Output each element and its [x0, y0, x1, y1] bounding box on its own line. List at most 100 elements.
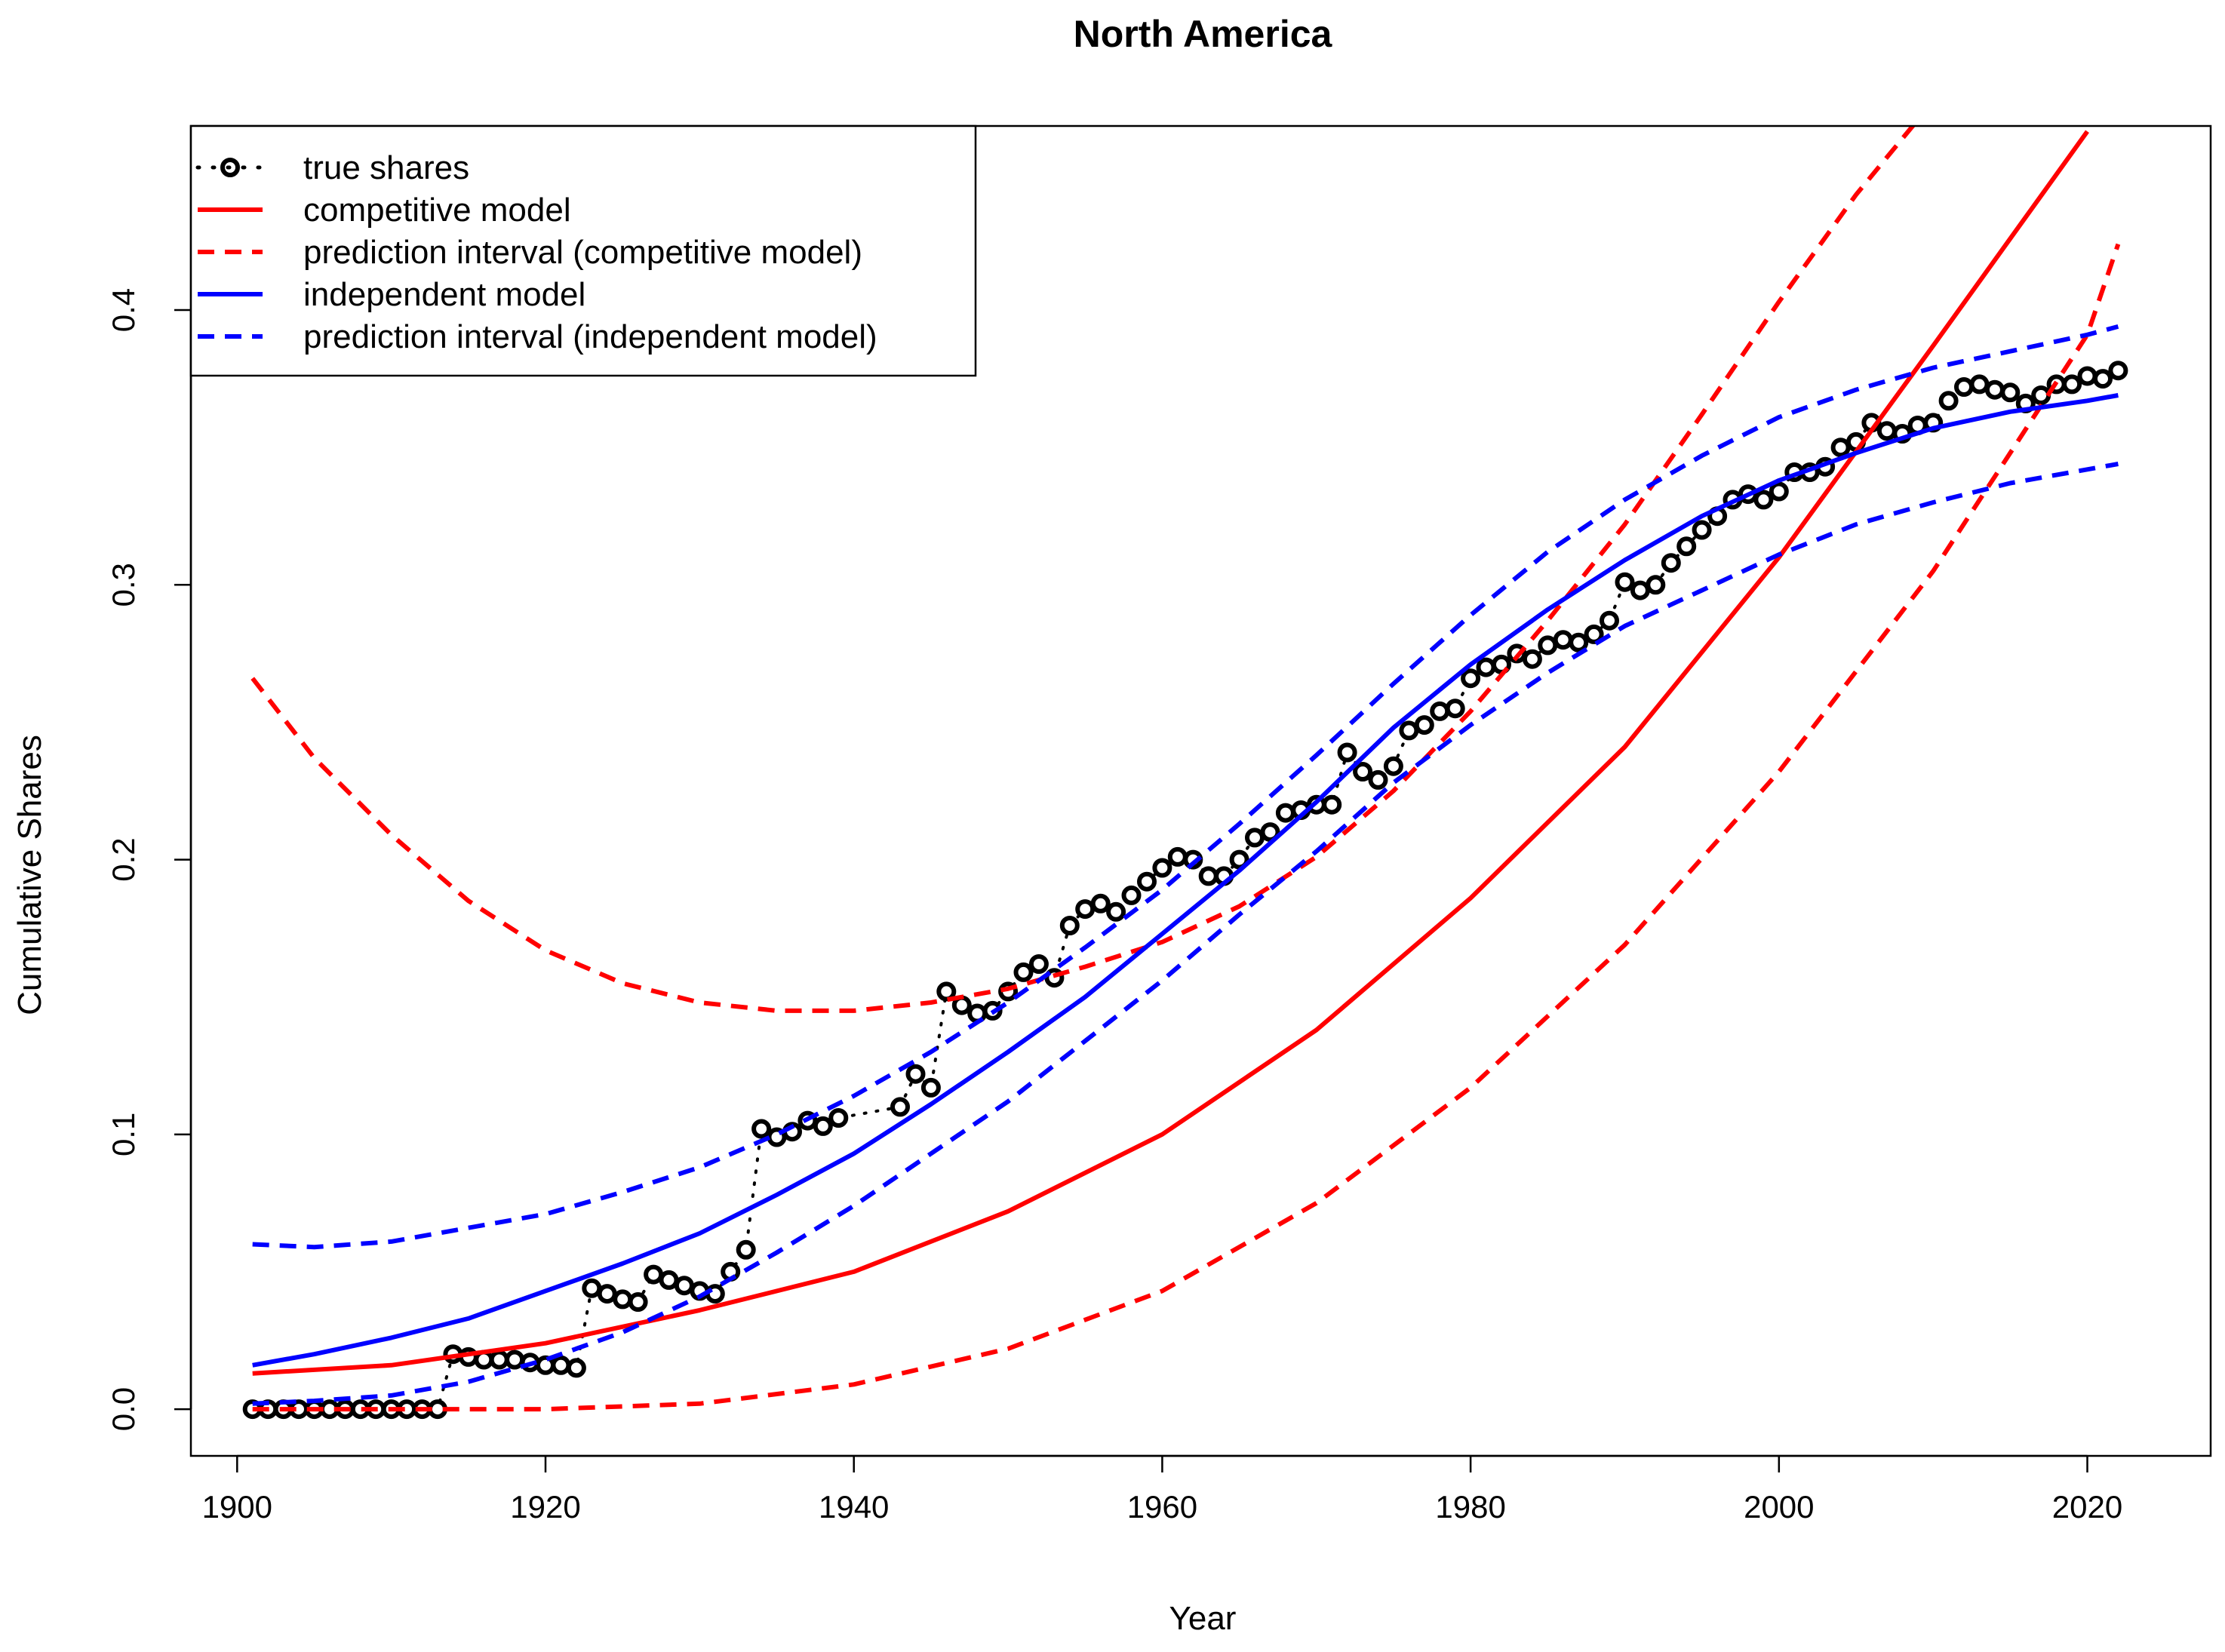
series-line-prediction-interval-competitive-model-lower: [252, 243, 2121, 1412]
data-point-true-shares: [1245, 828, 1265, 848]
data-point-true-shares: [551, 1355, 571, 1375]
data-point-true-shares: [1692, 520, 1712, 540]
x-axis-label: Year: [1169, 1600, 1237, 1637]
data-point-true-shares: [1059, 916, 1080, 935]
data-point-true-shares: [1522, 649, 1542, 669]
data-point-true-shares: [1476, 657, 1496, 677]
data-point-true-shares: [1013, 962, 1034, 982]
data-point-true-shares: [905, 1064, 926, 1084]
legend: true shares competitive model prediction…: [189, 124, 977, 377]
legend-item-competitive-model: competitive model: [198, 192, 571, 229]
data-point-true-shares: [2093, 369, 2113, 389]
data-point-true-shares: [1538, 635, 1558, 656]
data-point-true-shares: [659, 1270, 679, 1290]
chart-title: North America: [1074, 13, 1333, 55]
data-point-true-shares: [1075, 899, 1096, 920]
data-point-true-shares: [1399, 720, 1419, 741]
data-point-true-shares: [1337, 742, 1357, 763]
data-point-true-shares: [1383, 756, 1403, 776]
x-tick-label: 1980: [1435, 1489, 1505, 1525]
y-tick-label: 0.4: [106, 288, 141, 332]
data-point-true-shares: [644, 1264, 664, 1285]
data-point-true-shares: [2077, 366, 2097, 386]
data-point-true-shares: [1414, 715, 1434, 735]
y-tick-label: 0.2: [106, 837, 141, 881]
data-point-true-shares: [1229, 849, 1249, 870]
data-point-true-shares: [597, 1284, 617, 1304]
data-point-true-shares: [628, 1292, 648, 1312]
data-point-true-shares: [1600, 610, 1619, 631]
data-point-true-shares: [505, 1350, 525, 1370]
legend-item-independent-model: independent model: [198, 276, 585, 313]
y-tick-label: 0.3: [106, 563, 141, 606]
data-point-true-shares: [566, 1358, 586, 1378]
data-point-true-shares: [1676, 536, 1697, 557]
data-point-true-shares: [1954, 377, 1974, 397]
data-point-true-shares: [1984, 379, 2005, 400]
data-point-true-shares: [1938, 391, 1959, 411]
data-point-true-shares: [1769, 481, 1789, 502]
series-line-prediction-interval-independent-model-upper: [252, 324, 2119, 1250]
data-point-true-shares: [1322, 794, 1342, 815]
legend-item-true-shares: true shares: [195, 149, 469, 186]
data-point-true-shares: [1260, 822, 1280, 843]
data-point-true-shares: [1615, 572, 1635, 592]
data-point-true-shares: [582, 1278, 602, 1298]
data-point-true-shares: [489, 1350, 509, 1370]
data-point-true-shares: [1461, 668, 1481, 689]
series-line-competitive-model: [252, 130, 2089, 1376]
data-point-true-shares: [1198, 866, 1219, 886]
data-point-true-shares: [1830, 438, 1851, 458]
data-point-true-shares: [1430, 701, 1450, 721]
data-point-true-shares: [813, 1116, 833, 1136]
data-point-true-shares: [1445, 699, 1465, 719]
x-tick-label: 2020: [2052, 1489, 2122, 1525]
x-tick-label: 1940: [819, 1489, 889, 1525]
x-tick-label: 1960: [1127, 1489, 1197, 1525]
legend-marker-true-shares: [220, 158, 240, 177]
data-point-true-shares: [1353, 762, 1373, 781]
legend-item-competitive-interval: prediction interval (competitive model): [198, 234, 862, 271]
data-point-true-shares: [1152, 858, 1172, 878]
data-point-true-shares: [920, 1077, 941, 1098]
legend-item-independent-interval: prediction interval (independent model): [198, 318, 877, 355]
data-point-true-shares: [2108, 361, 2128, 381]
plot-area: [242, 126, 2128, 1420]
series-line-prediction-interval-independent-model-lower: [252, 462, 2119, 1406]
data-point-true-shares: [1753, 490, 1774, 510]
y-tick-label: 0.1: [106, 1113, 141, 1156]
data-point-true-shares: [1646, 575, 1666, 595]
data-point-true-shares: [736, 1239, 756, 1260]
data-point-true-shares: [2000, 382, 2021, 403]
x-tick-label: 1900: [202, 1489, 272, 1525]
legend-label-true-shares: true shares: [303, 149, 469, 186]
data-point-true-shares: [1275, 803, 1295, 823]
data-point-true-shares: [1137, 871, 1157, 892]
y-axis-label: Cumulative Shares: [11, 735, 48, 1015]
data-point-true-shares: [1090, 893, 1111, 914]
data-point-true-shares: [1876, 421, 1897, 441]
x-axis: 1900 1920 1940 1960 1980 2000 2020: [202, 1454, 2122, 1525]
y-axis: 0.0 0.1 0.2 0.3 0.4: [106, 288, 192, 1431]
legend-label-independent-model: independent model: [303, 276, 585, 313]
series-line-prediction-interval-competitive-model-upper: [250, 126, 1916, 1013]
data-point-true-shares: [2031, 385, 2051, 405]
data-point-true-shares: [1569, 632, 1589, 653]
x-tick-label: 2000: [1744, 1489, 1814, 1525]
data-point-true-shares: [613, 1289, 633, 1310]
x-tick-label: 1920: [510, 1489, 580, 1525]
data-point-true-shares: [751, 1119, 772, 1139]
data-point-true-shares: [1553, 630, 1573, 650]
legend-label-competitive-model: competitive model: [303, 192, 571, 229]
legend-label-independent-interval: prediction interval (independent model): [303, 318, 877, 355]
series-line-true-shares: [250, 369, 2120, 1411]
data-point-true-shares: [828, 1108, 849, 1128]
data-point-true-shares: [1969, 374, 1990, 395]
data-point-true-shares: [1167, 846, 1188, 867]
data-point-true-shares: [1121, 885, 1142, 905]
data-point-true-shares: [1106, 901, 1126, 922]
data-point-true-shares: [1630, 580, 1650, 600]
data-point-true-shares: [674, 1276, 694, 1296]
series-line-independent-model: [252, 393, 2119, 1368]
